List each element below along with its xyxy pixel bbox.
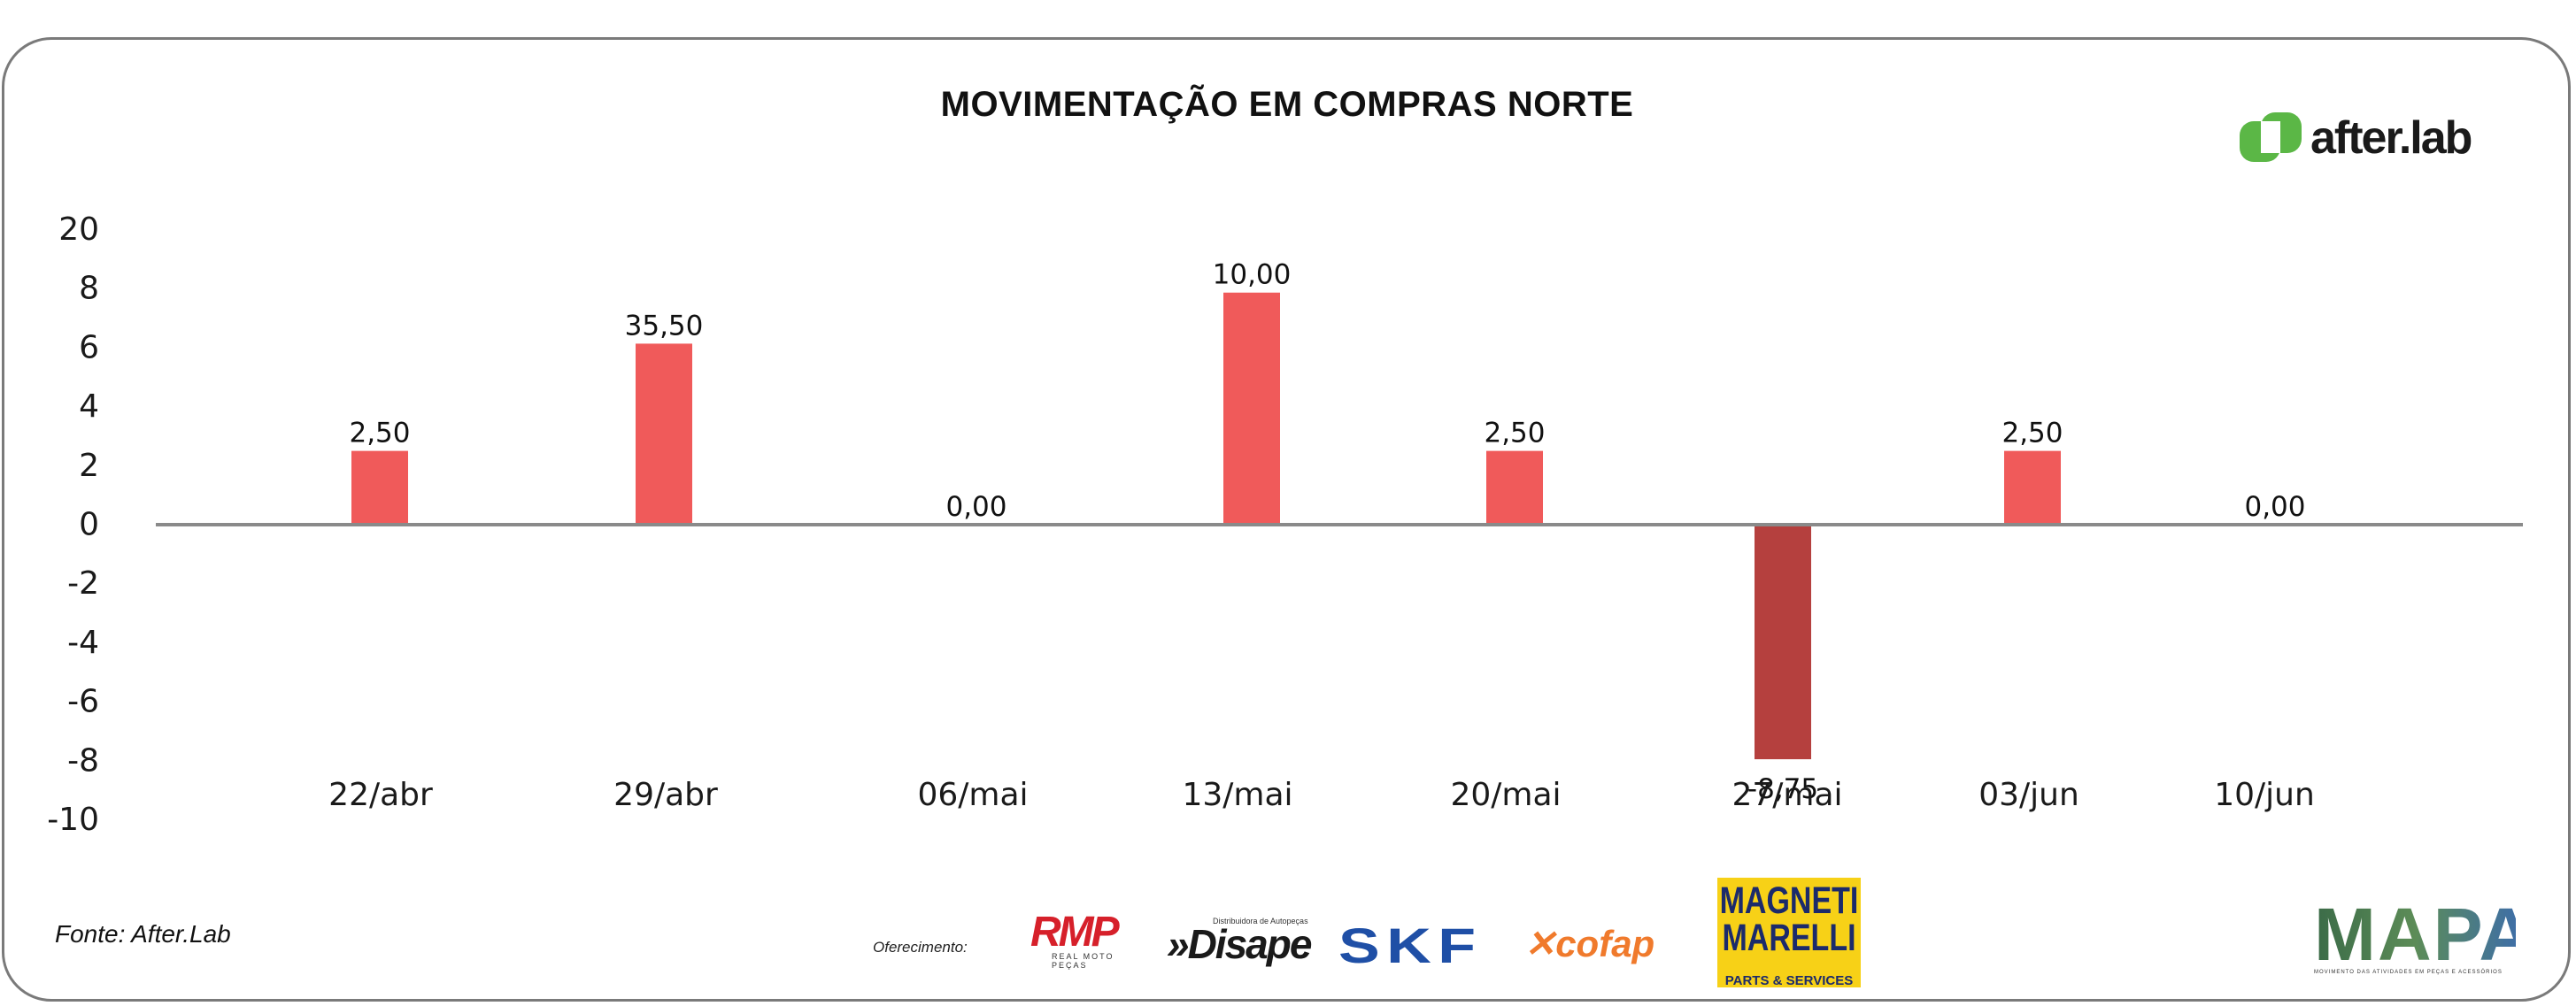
data-label: 0,00: [2244, 491, 2305, 523]
bar: [636, 343, 692, 525]
magneti-logo-line1: MAGNETI: [1719, 879, 1859, 922]
bar: [2004, 450, 2061, 525]
rmp-logo-sub: REAL MOTO PEÇAS: [1052, 952, 1114, 970]
y-tick-label: -8: [67, 742, 99, 779]
magneti-logo-sub: PARTS & SERVICES: [1724, 973, 1854, 988]
y-tick-label: 8: [79, 271, 99, 307]
bar: [351, 450, 408, 525]
data-label: 0,00: [945, 491, 1006, 523]
bar: [1755, 525, 1811, 760]
x-tick-label: 06/mai: [917, 777, 1028, 813]
x-tick-label: 03/jun: [1978, 777, 2079, 813]
bar-chart: 2086420-2-4-6-8-102,5035,500,0010,002,50…: [47, 211, 2523, 838]
y-tick-label: -6: [67, 684, 99, 720]
x-tick-label: 22/abr: [328, 777, 433, 813]
data-label: 35,50: [625, 310, 704, 342]
y-tick-label: -2: [67, 565, 99, 602]
mapa-logo: MAPA MOVIMENTO DAS ATIVIDADES EM PEÇAS E…: [2314, 893, 2535, 976]
y-tick-label: -4: [67, 625, 99, 661]
y-tick-label: 20: [58, 211, 99, 248]
skf-logo: SKF: [1338, 918, 1483, 973]
y-tick-label: 4: [79, 388, 99, 425]
data-label: 2,50: [2001, 418, 2063, 449]
x-tick-label: 13/mai: [1182, 777, 1292, 813]
x-tick-label: 27/mai: [1731, 777, 1842, 813]
y-tick-label: -10: [47, 802, 99, 838]
y-tick-label: 6: [79, 329, 99, 365]
y-tick-label: 2: [79, 448, 99, 484]
disape-logo-mark: »Disape: [1167, 921, 1312, 967]
magneti-marelli-logo: MAGNETI MARELLI PARTS & SERVICES: [1717, 878, 1861, 988]
cofap-logo: ✕cofap: [1524, 923, 1655, 964]
x-tick-label: 10/jun: [2214, 777, 2315, 813]
source-note: Fonte: After.Lab: [55, 920, 231, 948]
mapa-logo-sub: MOVIMENTO DAS ATIVIDADES EM PEÇAS E ACES…: [2314, 970, 2503, 975]
data-label: 2,50: [1484, 418, 1545, 449]
x-tick-label: 29/abr: [613, 777, 718, 813]
data-label: 10,00: [1213, 259, 1292, 291]
disape-logo: Distribuidora de Autopeças »Disape: [1167, 917, 1317, 964]
afterlab-logo: after.lab: [2240, 111, 2472, 165]
bar: [1223, 292, 1280, 525]
chart-frame: [2, 37, 2571, 1002]
x-tick-label: 20/mai: [1450, 777, 1561, 813]
data-label: -8,75: [1747, 773, 1818, 805]
data-label: 2,50: [349, 418, 410, 449]
magneti-logo-line2: MARELLI: [1722, 917, 1856, 959]
rmp-logo: RMP REAL MOTO PEÇAS: [1030, 909, 1149, 971]
rmp-logo-mark: RMP: [1030, 909, 1120, 956]
disape-logo-sub: Distribuidora de Autopeças: [1213, 917, 1308, 925]
offer-label: Oferecimento:: [873, 939, 968, 956]
afterlab-logo-icon: [2240, 112, 2302, 162]
mapa-logo-mark: MAPA: [2314, 893, 2535, 976]
y-tick-label: 0: [79, 507, 99, 543]
afterlab-logo-text: after.lab: [2310, 112, 2472, 164]
chart-title: MOVIMENTAÇÃO EM COMPRAS NORTE: [940, 85, 1634, 124]
bar: [1486, 450, 1543, 525]
